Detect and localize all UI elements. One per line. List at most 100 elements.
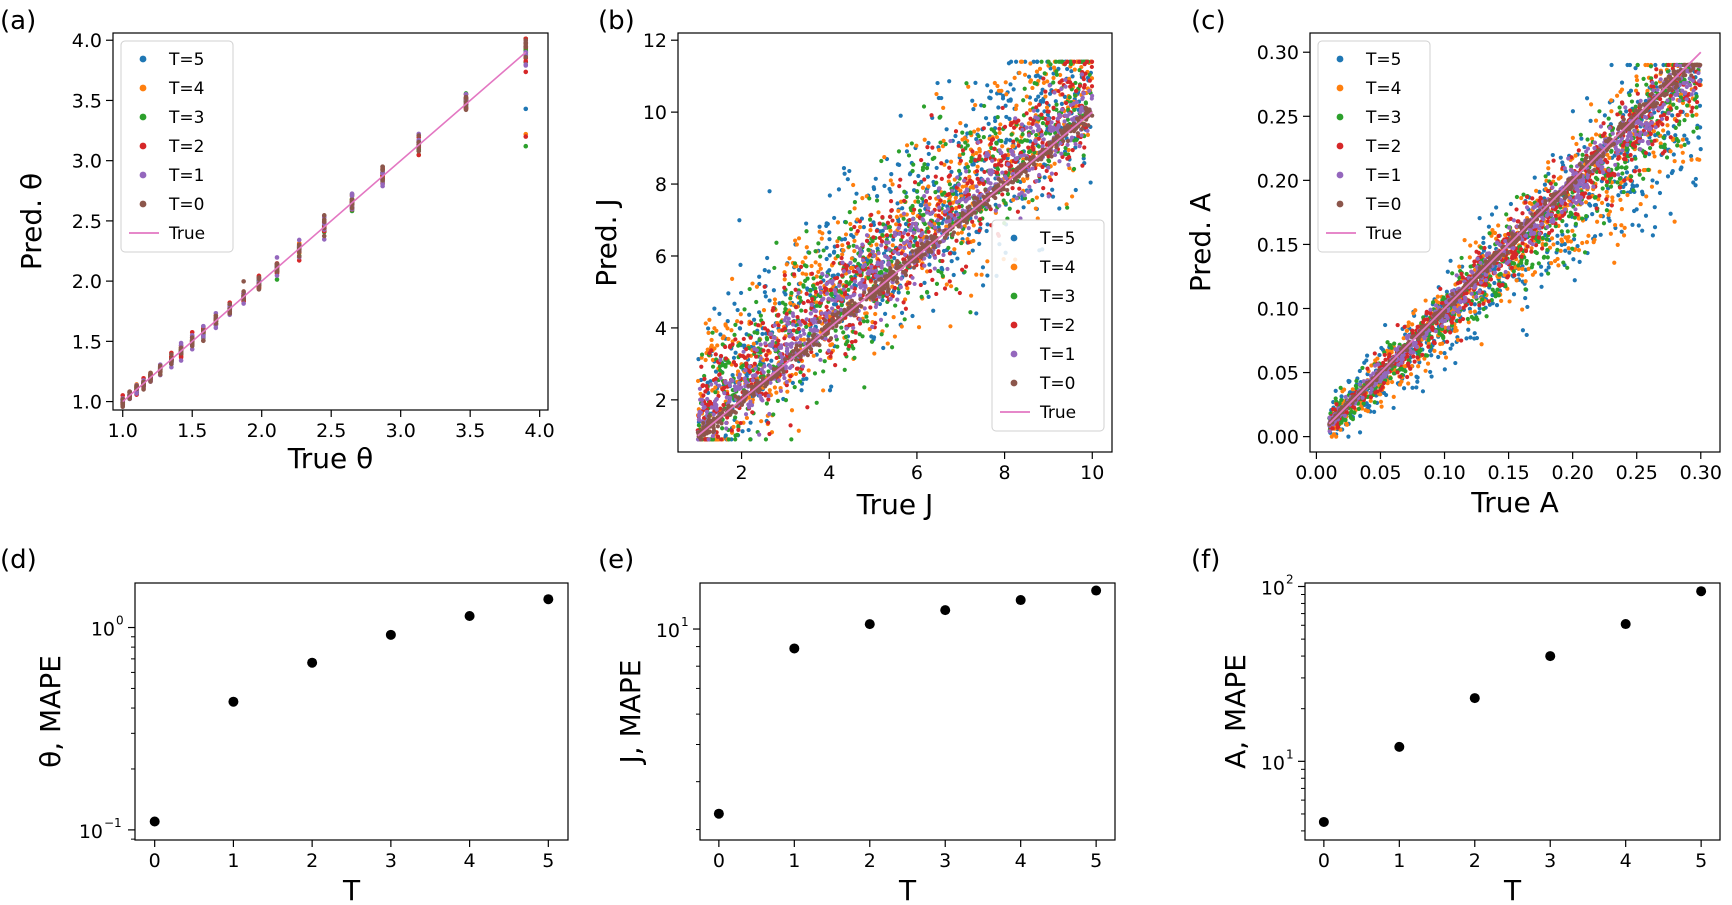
point-b <box>977 146 982 152</box>
point-b <box>952 251 957 256</box>
point-b <box>944 219 949 224</box>
point-b <box>782 270 787 275</box>
point-b <box>818 254 823 259</box>
point-b <box>1046 140 1052 145</box>
point-b <box>818 266 823 271</box>
point-b <box>974 196 980 201</box>
point-b <box>970 248 975 253</box>
point-b <box>851 243 856 248</box>
point-b <box>974 168 980 174</box>
point-a <box>169 352 174 357</box>
point-b <box>876 251 881 256</box>
point-b <box>1071 166 1077 172</box>
x-tick-label-b-1: 4 <box>823 462 835 484</box>
point-b <box>1033 206 1038 211</box>
point-b <box>876 210 881 215</box>
point-b <box>945 266 950 272</box>
point-b <box>1024 125 1029 130</box>
point-b <box>1070 194 1075 199</box>
point-b <box>723 344 728 350</box>
point-b <box>787 256 792 261</box>
point-b <box>852 200 858 205</box>
point-c <box>1588 203 1593 208</box>
point-b <box>818 290 823 296</box>
point-b <box>746 383 751 388</box>
point-b <box>1014 196 1019 201</box>
point-b <box>1072 107 1077 113</box>
point-b <box>1035 108 1040 113</box>
point-b <box>737 326 742 331</box>
point-c <box>1414 385 1419 390</box>
point-b <box>753 354 759 359</box>
point-b <box>910 168 915 174</box>
point-b <box>696 417 702 422</box>
point-b <box>928 268 933 274</box>
point-b <box>1060 92 1065 97</box>
point-b <box>918 282 923 288</box>
point-b <box>743 412 749 417</box>
point-a <box>296 242 302 248</box>
point-b <box>769 331 774 337</box>
point-b <box>705 387 710 392</box>
point-b <box>860 242 865 247</box>
point-b <box>720 426 725 431</box>
point-b <box>712 346 717 351</box>
point-b <box>837 283 842 288</box>
point-b <box>867 217 873 222</box>
point-b <box>1045 79 1050 84</box>
point-b <box>896 208 901 214</box>
point-b <box>999 88 1004 93</box>
point-b <box>736 343 741 348</box>
point-b <box>1084 59 1090 64</box>
point-b <box>1026 133 1032 138</box>
point-b <box>960 197 965 202</box>
point-b <box>805 353 810 358</box>
point-b <box>1017 186 1022 191</box>
point-b <box>907 243 912 248</box>
point-b <box>758 342 763 347</box>
point-b <box>1025 138 1030 143</box>
point-b <box>852 279 858 284</box>
point-b <box>955 175 960 180</box>
point-b <box>1065 117 1070 122</box>
point-b <box>979 167 984 172</box>
point-b <box>724 420 729 426</box>
point-b <box>1039 132 1045 138</box>
point-b <box>750 378 756 383</box>
point-c <box>1630 222 1635 227</box>
point-b <box>705 396 710 402</box>
point-b <box>944 224 949 229</box>
point-b <box>896 149 902 154</box>
point-b <box>1048 91 1053 96</box>
legend-label-a-1: T=4 <box>168 79 204 99</box>
legend-marker-b-0 <box>1010 234 1018 242</box>
point-b <box>869 212 874 217</box>
point-a <box>296 254 302 259</box>
point-b <box>866 247 871 253</box>
point-b <box>871 235 876 240</box>
point-b <box>1006 161 1011 167</box>
point-b <box>777 328 782 333</box>
y-tick-label-a-0: 1.0 <box>72 392 102 414</box>
point-b <box>862 306 867 311</box>
point-b <box>1004 176 1009 181</box>
point-b <box>733 410 738 415</box>
point-b <box>783 306 788 312</box>
point-b <box>926 206 931 211</box>
point-b <box>784 379 789 385</box>
point-c <box>1448 258 1453 263</box>
point-b <box>940 192 945 197</box>
y-tick-label-a-4: 3.0 <box>72 151 102 173</box>
point-b <box>721 402 726 408</box>
point-b <box>812 308 817 313</box>
panel-label-a: (a) <box>0 6 36 36</box>
point-b <box>998 122 1003 127</box>
panel-c-pred-vs-true-a: 0.00 0.05 0.10 0.15 0.20 0.25 0.300.000.050.10… <box>1184 32 1722 519</box>
point-b <box>797 295 803 300</box>
point-b <box>1072 67 1077 72</box>
point-b <box>862 385 867 390</box>
point-b <box>762 290 767 295</box>
point-b <box>843 220 849 225</box>
point-b <box>880 233 885 238</box>
point-b <box>1050 194 1056 199</box>
